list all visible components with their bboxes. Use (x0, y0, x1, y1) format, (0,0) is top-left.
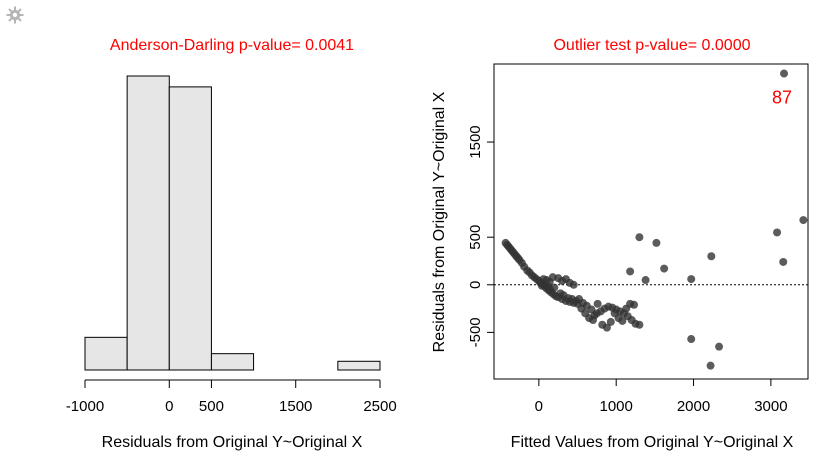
histogram-bar (126, 75, 170, 371)
scatter-point (780, 69, 789, 78)
scatter-x-tick-label: 3000 (754, 398, 787, 415)
histogram-bars (84, 75, 381, 371)
scatter-point (773, 228, 782, 237)
scatter-point (687, 275, 696, 284)
histogram-bar (337, 360, 381, 371)
scatter-point (660, 264, 669, 273)
outlier-point-label: 87 (772, 87, 792, 107)
histogram-title: Anderson-Darling p-value= 0.0041 (110, 37, 354, 54)
scatter-point (715, 342, 724, 351)
histogram-x-tick-label: -1000 (66, 398, 104, 415)
scatter-plot-frame (493, 63, 809, 380)
scatter-y-tick-label: 0 (467, 281, 484, 289)
scatter-point (652, 238, 661, 247)
scatter-point (550, 283, 559, 292)
scatter-point (629, 300, 638, 309)
scatter-x-tick-label: 2000 (677, 398, 710, 415)
histogram-x-tick-label: 1500 (279, 398, 312, 415)
histogram-x-tick-label: 0 (165, 398, 173, 415)
scatter-x-label: Fitted Values from Original Y~Original X (511, 434, 794, 451)
histogram-x-tick-label: 2500 (363, 398, 396, 415)
scatter-point (687, 335, 696, 344)
scatter-point (593, 299, 602, 308)
scatter-title: Outlier test p-value= 0.0000 (553, 37, 750, 54)
scatter-panel: Outlier test p-value= 0.0000 0 1000 2000 30… (431, 37, 809, 451)
scatter-point (606, 317, 615, 326)
scatter-point (626, 267, 635, 276)
scatter-points (501, 69, 808, 370)
scatter-point (799, 216, 808, 225)
scatter-point (618, 316, 627, 325)
scatter-y-tick-label: 500 (467, 225, 484, 250)
scatter-point (641, 276, 650, 285)
scatter-x-tick-label: 1000 (600, 398, 633, 415)
scatter-point (590, 311, 599, 320)
gear-icon[interactable] (6, 6, 24, 24)
scatter-y-tick-label: 1500 (467, 125, 484, 158)
histogram-bar (210, 353, 255, 371)
scatter-y-axis: -500 0 500 1500 (467, 125, 494, 347)
scatter-point (635, 233, 644, 242)
scatter-point (706, 361, 715, 370)
scatter-point (779, 257, 788, 266)
scatter-x-axis: 0 1000 2000 3000 (535, 379, 788, 415)
scatter-point (602, 323, 611, 332)
histogram-x-tick-label: 500 (199, 398, 224, 415)
histogram-bar (84, 336, 128, 371)
scatter-y-label: Residuals from Original Y~Original X (431, 91, 448, 352)
scatter-y-tick-label: -500 (467, 317, 484, 347)
histogram-x-axis: -1000 0 500 1500 2500 (66, 379, 397, 415)
scatter-point (707, 252, 716, 261)
histogram-bar (168, 86, 212, 371)
gear-icon-shape (6, 6, 24, 24)
scatter-point (569, 280, 578, 289)
scatter-point (635, 320, 644, 329)
histogram-panel: Anderson-Darling p-value= 0.0041 -1000 0 5… (66, 37, 397, 451)
histogram-x-label: Residuals from Original Y~Original X (102, 434, 363, 451)
scatter-x-tick-label: 0 (535, 398, 543, 415)
